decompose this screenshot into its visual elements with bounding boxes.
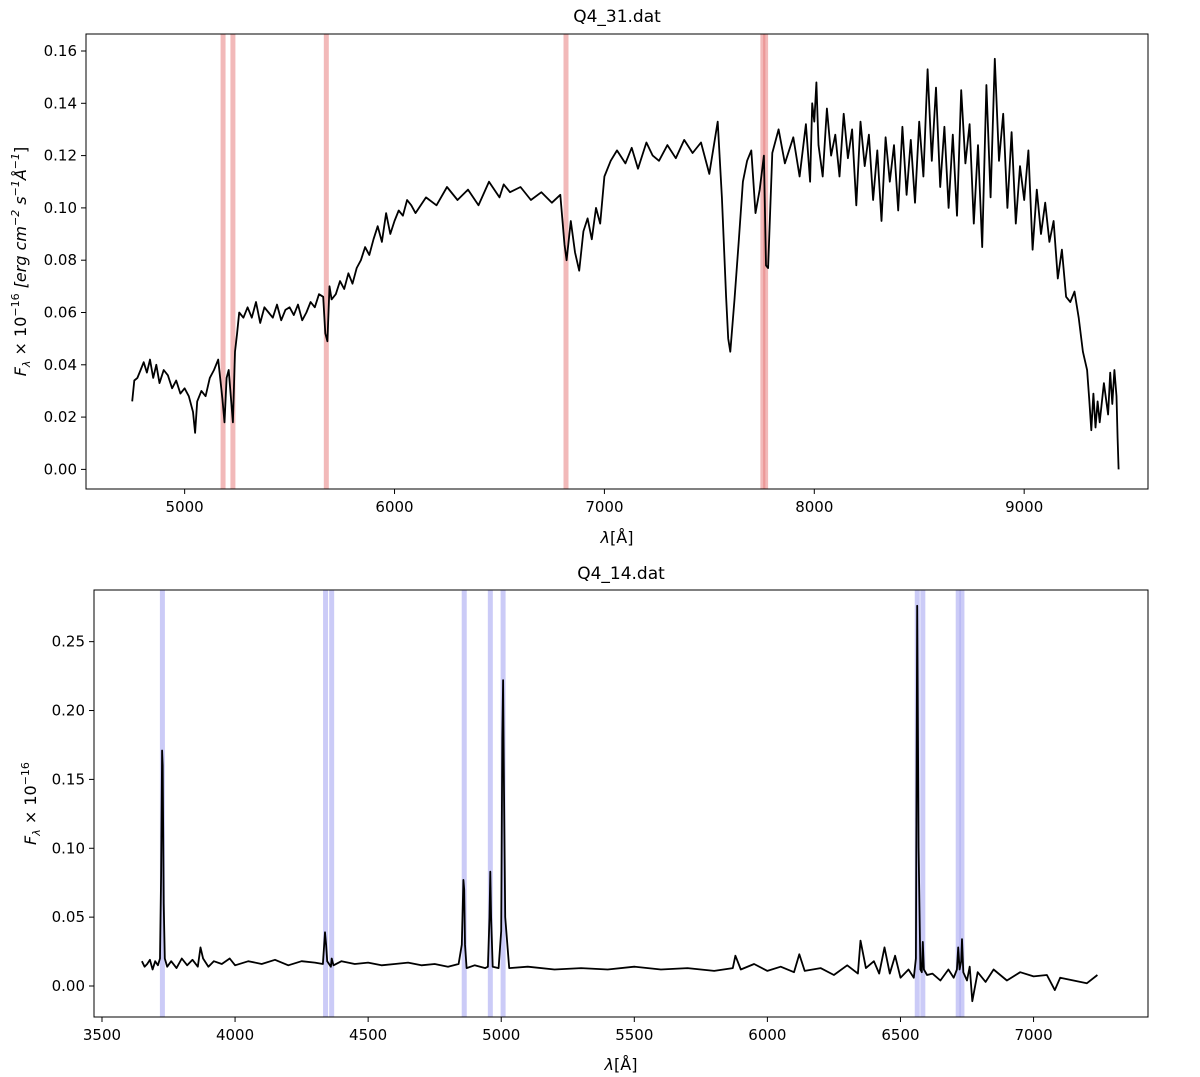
y-tick-label: 0.25 [52, 633, 85, 651]
highlight-line [230, 34, 236, 489]
y-tick-label: 0.06 [44, 303, 77, 321]
y-tick-label: 0.10 [44, 199, 77, 217]
y-tick-label: 0.02 [44, 408, 77, 426]
y-axis-label: Fλ × 10−16 [19, 762, 43, 845]
chart-1: 5000 6000 7000 8000 9000 0.00 0.02 0.04 0.06 0.08… [9, 7, 1149, 547]
x-axis-label: λ[Å] [604, 1055, 638, 1074]
highlight-line [563, 34, 569, 489]
x-axis-label: λ[Å] [600, 528, 634, 547]
x-tick-label: 9000 [1005, 498, 1043, 516]
highlight-line [487, 590, 493, 1017]
axes-frame [85, 33, 1149, 490]
y-tick-label: 0.05 [52, 908, 85, 926]
x-tick-label: 6500 [881, 1026, 919, 1044]
y-tick-label: 0.12 [44, 147, 77, 165]
x-tick-label: 5000 [166, 498, 204, 516]
chart-title: Q4_31.dat [573, 7, 661, 27]
y-tick-label: 0.04 [44, 356, 77, 374]
y-tick-label: 0.10 [52, 839, 85, 857]
y-tick-label: 0.00 [52, 977, 85, 995]
y-tick-label: 0.00 [44, 460, 77, 478]
y-tick-label: 0.08 [44, 251, 77, 269]
highlight-line [959, 590, 965, 1017]
series-line [131, 57, 1120, 470]
y-tick-label: 0.16 [44, 42, 77, 60]
x-tick-label: 6000 [375, 498, 413, 516]
y-axis-label: Fλ × 10−16 [erg cm−2 s−1Å−1] [9, 147, 33, 377]
highlight-line [220, 34, 226, 489]
series-line [141, 604, 1098, 1003]
y-tick-label: 0.20 [52, 702, 85, 720]
chart-2: 3500 4000 4500 5000 5500 6000 6500 7000 0.00 0.05… [19, 564, 1149, 1074]
highlight-line [461, 590, 467, 1017]
x-tick-label: 6000 [748, 1026, 786, 1044]
y-tick-label: 0.14 [44, 94, 77, 112]
x-tick-label: 7000 [1014, 1026, 1052, 1044]
highlight-line [760, 34, 766, 489]
highlight-line [955, 590, 961, 1017]
x-tick-label: 3500 [83, 1026, 121, 1044]
x-tick-label: 7000 [585, 498, 623, 516]
x-tick-label: 4500 [349, 1026, 387, 1044]
y-tick-label: 0.15 [52, 770, 85, 788]
axes-frame [93, 589, 1149, 1018]
highlight-line [323, 34, 329, 489]
x-tick-label: 5500 [615, 1026, 653, 1044]
x-tick-label: 4000 [216, 1026, 254, 1044]
chart-title: Q4_14.dat [577, 564, 665, 584]
highlight-line [500, 590, 506, 1017]
x-tick-label: 5000 [482, 1026, 520, 1044]
x-tick-label: 8000 [795, 498, 833, 516]
highlight-line [329, 590, 335, 1017]
highlight-line [323, 590, 329, 1017]
highlight-line [920, 590, 926, 1017]
